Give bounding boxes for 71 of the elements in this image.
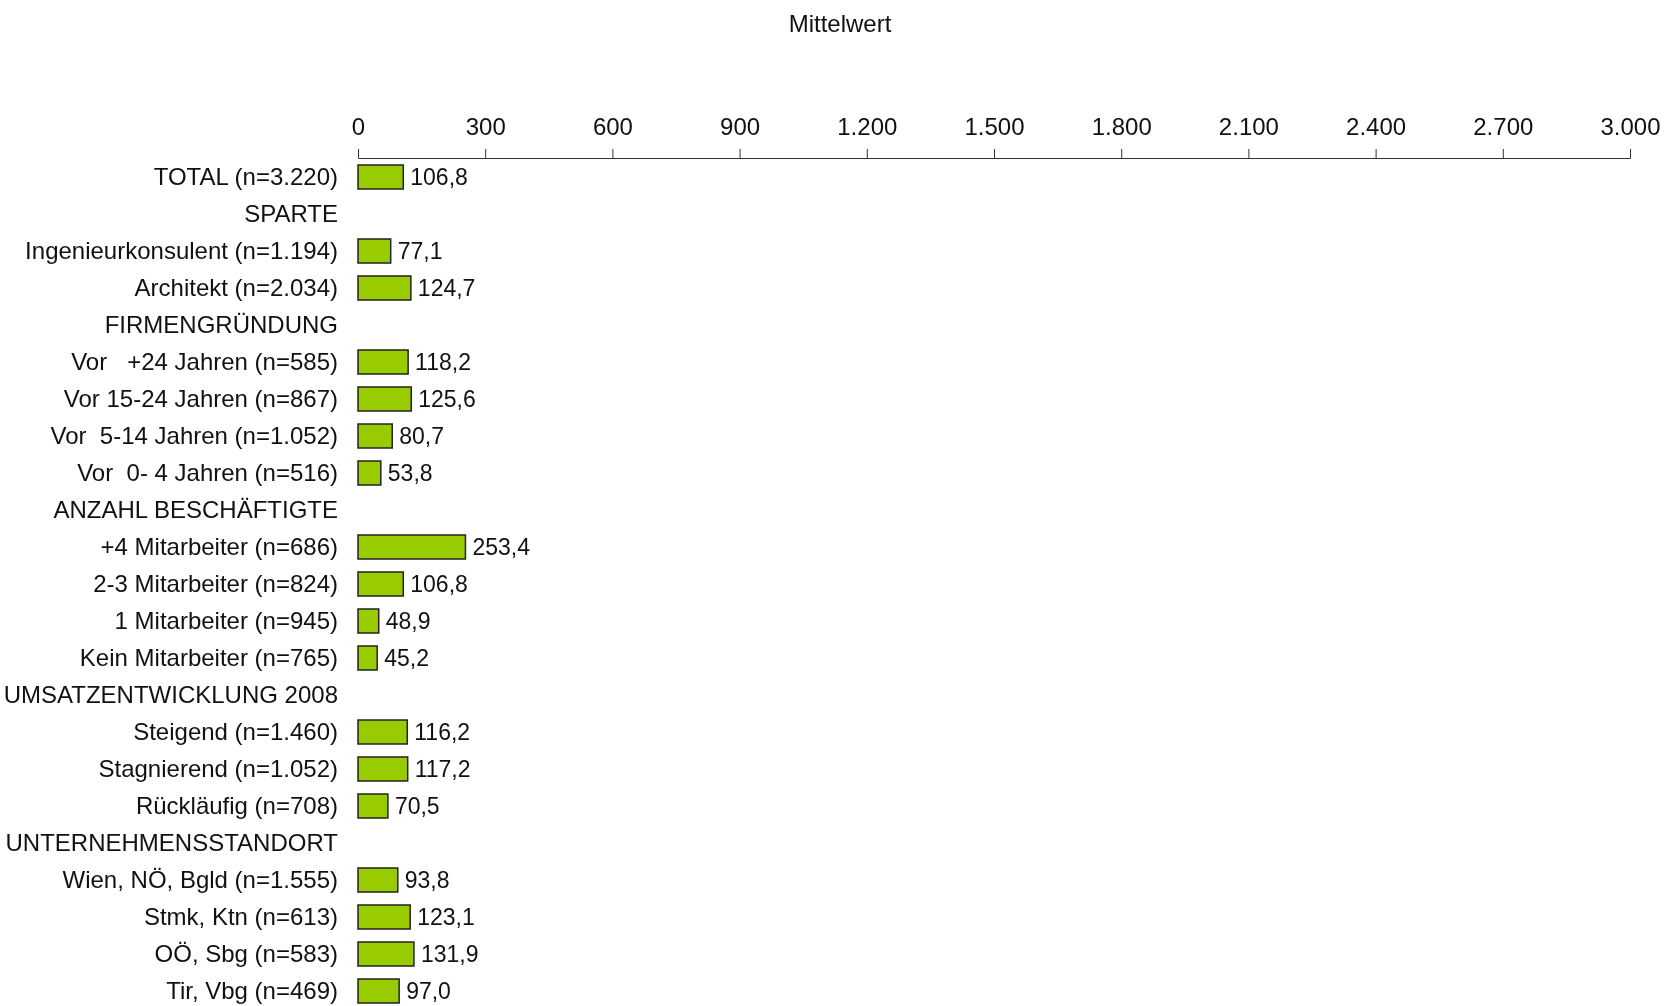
data-label: 77,1 — [397, 238, 443, 265]
data-label: 45,2 — [384, 645, 429, 672]
y-tick-label: Tir, Vbg (n=469) — [166, 977, 338, 1005]
data-label: 93,8 — [404, 867, 450, 894]
y-tick-label: 2-3 Mitarbeiter (n=824) — [93, 570, 338, 598]
bar — [357, 978, 400, 1004]
bar — [357, 608, 380, 634]
y-tick-label: UMSATZENTWICKLUNG 2008 — [3, 681, 338, 709]
bar — [357, 238, 392, 264]
bar — [357, 423, 393, 449]
y-tick-label: Vor +24 Jahren (n=585) — [71, 348, 338, 376]
bar — [357, 793, 389, 819]
data-label: 125,6 — [418, 386, 476, 413]
y-tick-label: UNTERNEHMENSSTANDORT — [5, 829, 339, 857]
bar — [357, 867, 399, 893]
y-tick-label: Rückläufig (n=708) — [135, 792, 338, 820]
data-label: 124,7 — [417, 275, 476, 302]
y-tick-label: Stagnierend (n=1.052) — [98, 755, 338, 783]
y-tick-label: Steigend (n=1.460) — [133, 718, 338, 746]
bar — [357, 941, 415, 967]
y-tick-label: Kein Mitarbeiter (n=765) — [79, 644, 338, 672]
data-label: 70,5 — [394, 793, 440, 820]
y-tick-label: Architekt (n=2.034) — [134, 274, 338, 302]
bar — [357, 571, 405, 597]
data-label: 253,4 — [472, 534, 531, 561]
data-label: 80,7 — [399, 423, 444, 450]
x-tick-label: 2.100 — [1218, 113, 1279, 140]
bar — [357, 386, 412, 412]
x-tick-label: 300 — [465, 113, 506, 140]
x-tick-label: 3.000 — [1600, 113, 1661, 140]
bar — [357, 164, 405, 190]
data-label: 131,9 — [420, 941, 479, 968]
y-tick-label: Vor 0- 4 Jahren (n=516) — [77, 459, 338, 487]
data-label: 97,0 — [406, 978, 451, 1005]
bar — [357, 645, 378, 671]
data-label: 48,9 — [385, 608, 431, 635]
y-tick-label: +4 Mitarbeiter (n=686) — [100, 533, 338, 561]
y-tick-label: Vor 5-14 Jahren (n=1.052) — [50, 422, 338, 450]
y-tick-label: Ingenieurkonsulent (n=1.194) — [25, 237, 338, 265]
y-tick-label: 1 Mitarbeiter (n=945) — [114, 607, 338, 635]
x-tick-label: 1.800 — [1091, 113, 1152, 140]
y-tick-label: OÖ, Sbg (n=583) — [154, 940, 338, 968]
x-tick-label: 1.200 — [837, 113, 898, 140]
x-tick-label: 900 — [720, 113, 761, 140]
x-axis-title: Mittelwert — [788, 10, 892, 37]
data-label: 118,2 — [415, 349, 471, 376]
bar — [357, 534, 467, 560]
bar — [357, 275, 412, 301]
y-tick-label: Wien, NÖ, Bgld (n=1.555) — [62, 866, 338, 894]
data-label: 123,1 — [417, 904, 475, 931]
data-label: 53,8 — [387, 460, 433, 487]
data-label: 106,8 — [410, 571, 468, 598]
data-label: 117,2 — [414, 756, 471, 783]
data-label: 106,8 — [410, 164, 468, 191]
bar — [357, 719, 409, 745]
y-tick-label: SPARTE — [244, 200, 338, 228]
bar — [357, 904, 411, 930]
y-tick-label: TOTAL (n=3.220) — [153, 163, 338, 191]
y-tick-label: ANZAHL BESCHÄFTIGTE — [53, 496, 338, 524]
bar — [357, 756, 409, 782]
x-tick-label: 2.400 — [1346, 113, 1407, 140]
y-tick-label: Vor 15-24 Jahren (n=867) — [63, 385, 338, 413]
x-tick-label: 1.500 — [964, 113, 1025, 140]
y-tick-label: Stmk, Ktn (n=613) — [143, 903, 338, 931]
y-tick-label: FIRMENGRÜNDUNG — [104, 311, 338, 339]
x-tick-label: 2.700 — [1473, 113, 1534, 140]
x-tick-label: 0 — [351, 113, 366, 140]
bar — [357, 460, 382, 486]
bar — [357, 349, 409, 375]
data-label: 116,2 — [414, 719, 471, 746]
x-tick-label: 600 — [592, 113, 633, 140]
